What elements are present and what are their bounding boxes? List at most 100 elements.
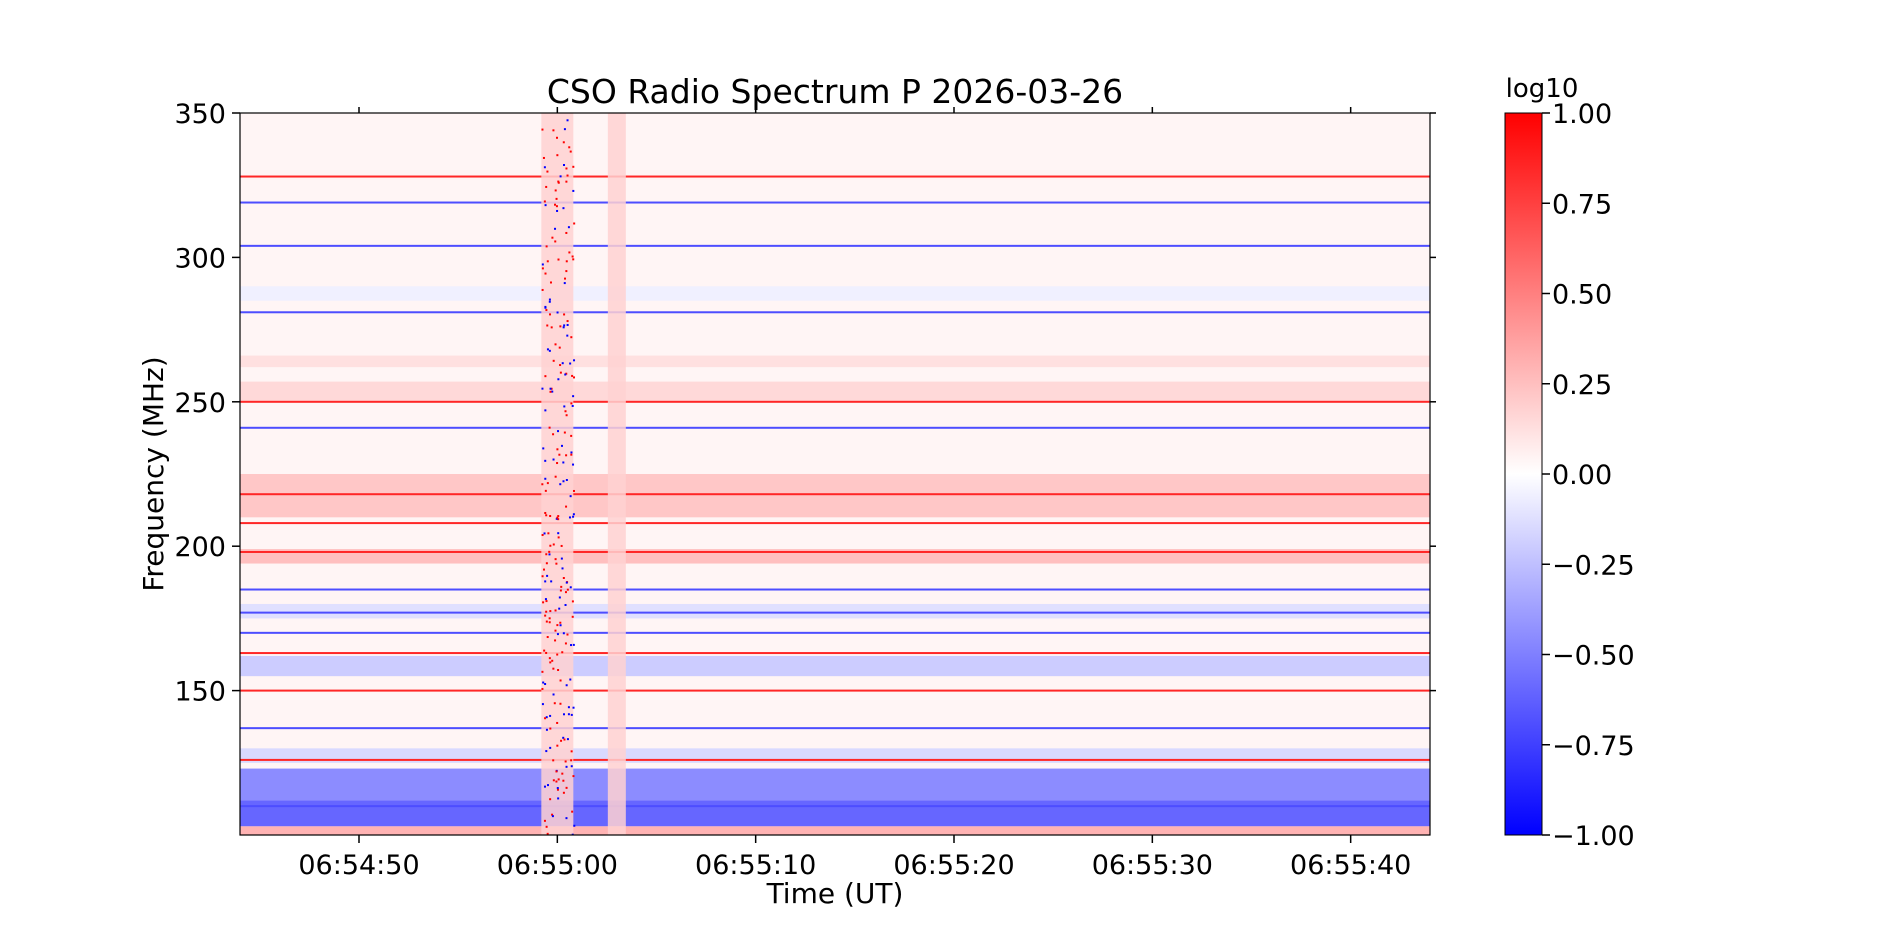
- spike-dot: [557, 258, 560, 261]
- spike-dot: [555, 562, 558, 565]
- spike-dot: [550, 326, 553, 329]
- spike-dot: [571, 615, 574, 618]
- spike-dot: [556, 788, 559, 791]
- spike-dot: [541, 128, 544, 131]
- spike-dot: [557, 430, 560, 433]
- spike-dot: [548, 617, 551, 620]
- spike-dot: [544, 683, 547, 686]
- spike-dot: [554, 629, 557, 632]
- x-tick-label: 06:55:00: [497, 850, 618, 881]
- spike-dot: [549, 515, 552, 518]
- spike-dot: [564, 591, 567, 594]
- spike-dot: [554, 227, 557, 230]
- spike-dot: [551, 659, 554, 662]
- colorbar-tick-label: 0.50: [1552, 280, 1612, 311]
- colorbar-gradient: [1504, 112, 1543, 836]
- spike-dot: [541, 483, 544, 486]
- spike-dot: [568, 146, 571, 149]
- spike-dot: [548, 550, 551, 553]
- spike-dot: [557, 669, 560, 672]
- spike-dot: [564, 277, 567, 280]
- spike-dot: [546, 260, 549, 263]
- heatmap-band: [240, 381, 1430, 402]
- spike-dot: [568, 251, 571, 254]
- heatmap-band: [240, 286, 1430, 301]
- spike-dot: [566, 174, 569, 177]
- red-line: [240, 689, 1430, 692]
- spike-dot: [556, 624, 559, 627]
- spike-dot: [570, 759, 573, 762]
- spike-dot: [563, 405, 566, 408]
- spike-dot: [544, 272, 547, 275]
- spike-dot: [557, 536, 560, 539]
- spike-dot: [557, 778, 560, 781]
- spike-dot: [567, 706, 570, 709]
- spike-dot: [565, 231, 568, 234]
- spike-dot: [566, 738, 569, 741]
- spike-dot: [573, 222, 576, 225]
- spike-dot: [545, 600, 548, 603]
- spike-dot: [545, 651, 548, 654]
- spike-dot: [561, 772, 564, 775]
- spike-dot: [546, 324, 549, 327]
- spike-dot: [562, 461, 565, 464]
- spike-dot: [549, 544, 552, 547]
- spike-dot: [559, 483, 562, 486]
- spike-dot: [546, 170, 549, 173]
- spike-dot: [556, 209, 559, 212]
- spike-dot: [544, 204, 547, 207]
- spike-dot: [572, 189, 575, 192]
- spike-dot: [543, 166, 546, 169]
- colorbar-label: log10: [1506, 74, 1579, 104]
- spike-dot: [559, 702, 562, 705]
- spike-dot: [541, 267, 544, 270]
- colorbar-ticks: 1.00 0.75 0.50 0.25 0.00 −0.25 −0.50 −0.75 −1.00: [1542, 99, 1635, 852]
- spike-dot: [572, 513, 575, 516]
- spike-dot: [542, 601, 545, 604]
- spike-dot: [546, 636, 549, 639]
- spike-dot: [545, 825, 548, 828]
- x-axis-label: Time (UT): [766, 877, 904, 910]
- spike-dot: [549, 798, 552, 801]
- y-axis: 150 200 250 300 350: [174, 99, 1436, 708]
- spike-dot: [569, 678, 572, 681]
- spike-dot: [556, 154, 559, 157]
- spike-dot: [566, 320, 569, 323]
- spike-dot: [555, 197, 558, 200]
- spike-dot: [570, 402, 573, 405]
- y-tick-label: 150: [174, 677, 226, 708]
- spike-dot: [545, 309, 548, 312]
- spike-dot: [562, 326, 565, 329]
- spike-dot: [564, 760, 567, 763]
- spike-dot: [549, 714, 552, 717]
- spike-dot: [556, 633, 559, 636]
- spike-dot: [546, 482, 549, 485]
- spike-dot: [561, 567, 564, 570]
- spike-dot: [570, 713, 573, 716]
- spike-dot: [572, 258, 575, 261]
- spike-dot: [548, 657, 551, 660]
- spike-dot: [559, 624, 562, 627]
- colorbar: log10 1.00 0.75 0.50 0.25 0.00 −0.25 −0.50 −0.7…: [1504, 74, 1635, 852]
- spike-dot: [549, 746, 552, 749]
- spike-dot: [552, 779, 555, 782]
- spike-dot: [563, 431, 566, 434]
- spike-dot: [541, 703, 544, 706]
- spike-dot: [543, 532, 546, 535]
- spike-dot: [556, 136, 559, 139]
- spike-dot: [563, 313, 566, 316]
- heatmap-band: [240, 257, 1430, 359]
- spike-dot: [555, 780, 558, 783]
- spike-dot: [568, 516, 571, 519]
- spike-dot: [571, 374, 574, 377]
- spike-dot: [564, 373, 567, 376]
- spike-dot: [561, 362, 564, 365]
- spike-dot: [571, 404, 574, 407]
- blue-line: [240, 426, 1430, 429]
- heatmap-cells: [240, 113, 1430, 835]
- broadband-column: [607, 113, 626, 835]
- spike-dot: [570, 765, 573, 768]
- spike-dot: [573, 376, 576, 379]
- spike-dot: [555, 770, 558, 773]
